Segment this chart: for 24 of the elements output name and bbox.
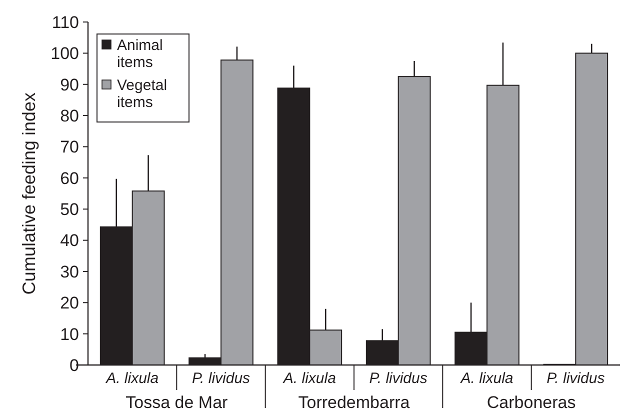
x-tick-label: A. lixula: [460, 370, 514, 387]
legend-label: Animal items: [117, 37, 163, 71]
y-tick-label: 70: [60, 138, 79, 157]
y-tick-label: 30: [60, 262, 79, 282]
x-tick-label: P. lividus: [369, 370, 428, 387]
text: Tossa de Mar: [126, 393, 228, 412]
x-tick-label: A. lixula: [282, 370, 336, 387]
y-tick-label: 10: [60, 324, 79, 344]
y-tick-label: 50: [60, 200, 79, 220]
y-axis-title: Cumulative feeding index: [19, 92, 39, 295]
y-tick-label: 60: [60, 168, 79, 188]
x-tick-label: P. lividus: [546, 370, 606, 387]
y-tick-label: 40: [60, 231, 79, 250]
y-tick-label: 80: [60, 106, 79, 126]
y-tick-label: 100: [50, 44, 79, 64]
y-tick-label: 90: [60, 75, 79, 94]
x-tick-label: A. lixula: [105, 370, 159, 387]
y-tick-label: 20: [60, 294, 79, 313]
legend-label: Vegetal items: [117, 77, 168, 111]
text: Carboneras: [486, 393, 576, 412]
y-tick-label: 110: [52, 12, 79, 32]
y-tick-label: 0: [70, 356, 79, 375]
x-tick-label: P. lividus: [192, 370, 251, 387]
text: Torredembarra: [298, 393, 410, 412]
